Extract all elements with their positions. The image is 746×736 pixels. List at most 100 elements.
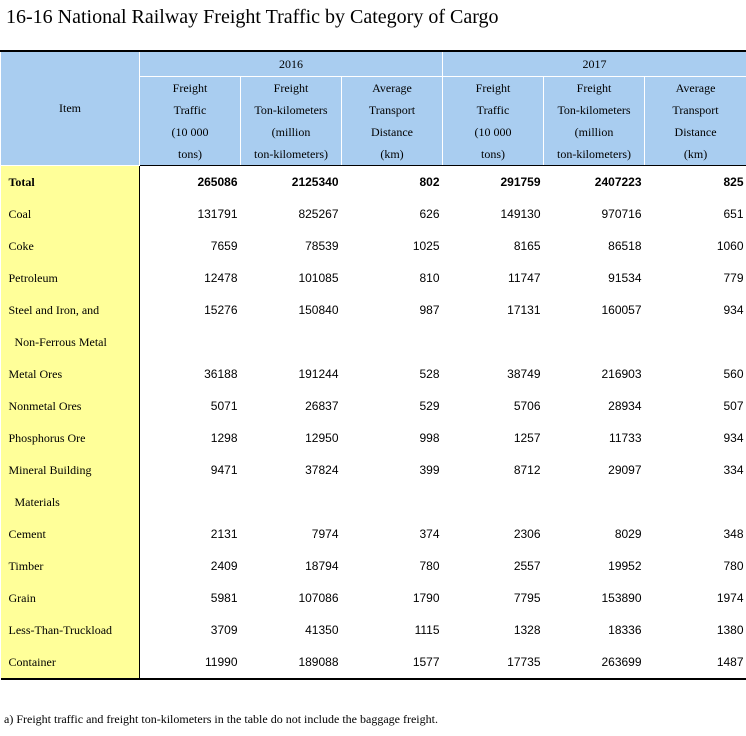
cell-value: 3709: [210, 623, 238, 637]
freight-table: Item 2016 2017 Freight Traffic (10 000 tons…: [0, 50, 746, 680]
cell-value: 2125340: [291, 175, 339, 189]
cell-value: 5981: [210, 591, 238, 605]
cell-value: 934: [723, 303, 744, 317]
cell-value: [645, 486, 746, 518]
cell-value: [342, 326, 443, 358]
cell-value: 802: [419, 175, 440, 189]
cell-value: 153890: [601, 591, 642, 605]
cell-value: 86518: [608, 239, 642, 253]
cell-value: 998: [419, 431, 440, 445]
column-header-line: Transport: [672, 103, 719, 117]
cell-value: 1577: [341, 646, 443, 680]
cell-value: 987: [419, 303, 440, 317]
footnote: a) Freight traffic and freight ton-kilom…: [4, 712, 438, 726]
cell-value: 529: [419, 399, 440, 413]
cell-value: 560: [723, 367, 744, 381]
table-row: Container 11990 189088 1577 17735 263699 1487: [0, 646, 746, 680]
cell-value: [443, 486, 544, 518]
cell-value: 626: [419, 207, 440, 221]
year-header-2016: 2016: [138, 50, 444, 77]
cell-value: 825267: [298, 207, 339, 221]
cell-value: 191244: [298, 367, 339, 381]
cell-value: 12478: [204, 271, 238, 285]
row-item-label: Materials: [0, 486, 140, 518]
column-header-line: Distance: [674, 125, 717, 139]
cell-value: 651: [723, 207, 744, 221]
column-header-freight-ton-km-2017: Freight Ton-kilometers (million ton-kilomet…: [543, 76, 646, 166]
cell-value: 9471: [210, 463, 238, 477]
cell-value: 399: [419, 463, 440, 477]
cell-value: 810: [419, 271, 440, 285]
cell-value: 2306: [513, 527, 541, 541]
row-item-label: Total: [0, 165, 140, 198]
cell-value: [544, 326, 645, 358]
column-header-line: (million: [574, 125, 614, 139]
cell-value: 265086: [197, 175, 238, 189]
row-item-label: Less-Than-Truckload: [0, 614, 140, 646]
cell-value: 5071: [210, 399, 238, 413]
table-row: Grain 5981 107086 1790 7795 153890 1974: [0, 582, 746, 614]
cell-value: 779: [723, 271, 744, 285]
cell-value: 5706: [513, 399, 541, 413]
row-item-label: Phosphorus Ore: [0, 422, 140, 454]
cell-value: 8165: [513, 239, 541, 253]
cell-value: 18794: [305, 559, 339, 573]
cell-value: 131791: [197, 207, 238, 221]
table-row: Timber 2409 18794 780 2557 19952 780: [0, 550, 746, 582]
table-row: Metal Ores 36188 191244 528 38749 216903 560: [0, 358, 746, 390]
cell-value: 12950: [305, 431, 339, 445]
cell-value: 1025: [412, 239, 440, 253]
cell-value: 149130: [500, 207, 541, 221]
cell-value: 1257: [513, 431, 541, 445]
year-header-2017: 2017: [442, 50, 746, 77]
table-row: Coal 131791 825267 626 149130 970716 651: [0, 198, 746, 230]
cell-value: 160057: [601, 303, 642, 317]
cell-value: 2131: [210, 527, 238, 541]
column-header-line: Average: [372, 81, 412, 95]
cell-value: 970716: [601, 207, 642, 221]
cell-value: 37824: [305, 463, 339, 477]
column-header-line: Freight: [273, 81, 309, 95]
cell-value: 334: [723, 463, 744, 477]
row-item-label: Metal Ores: [0, 358, 140, 390]
cell-value: 1115: [414, 623, 440, 637]
column-header-avg-distance-2017: Average Transport Distance (km): [644, 76, 746, 166]
cell-value: 19952: [608, 559, 642, 573]
cell-value: [140, 486, 241, 518]
column-header-line: (10 000: [474, 125, 512, 139]
table-row: Nonmetal Ores 5071 26837 529 5706 28934 507: [0, 390, 746, 422]
cell-value: 1328: [513, 623, 541, 637]
table-row: Total 265086 2125340 802 291759 2407223 825: [0, 165, 746, 198]
cell-value: 8029: [614, 527, 642, 541]
cell-value: 78539: [305, 239, 339, 253]
column-header-line: Ton-kilometers: [254, 103, 328, 117]
cell-value: 11747: [508, 271, 541, 285]
column-header-avg-distance-2016: Average Transport Distance (km): [340, 76, 444, 166]
column-header-line: (million: [271, 125, 311, 139]
table-row: Steel and Iron, and 15276 150840 987 17131 16…: [0, 294, 746, 326]
cell-value: 26837: [305, 399, 339, 413]
row-item-label: Coke: [0, 230, 140, 262]
table-body: Total 265086 2125340 802 291759 2407223 825 Coa…: [0, 165, 746, 680]
column-header-freight-traffic-2016: Freight Traffic (10 000 tons): [139, 76, 241, 166]
cell-value: 15276: [204, 303, 238, 317]
table-row: Petroleum 12478 101085 810 11747 91534 779: [0, 262, 746, 294]
cell-value: 7974: [311, 527, 339, 541]
cell-value: [241, 486, 342, 518]
row-item-label: Mineral Building: [0, 454, 140, 486]
cell-value: [342, 486, 443, 518]
row-item-label: Cement: [0, 518, 140, 550]
cell-value: 2557: [513, 559, 541, 573]
table-row: Non-Ferrous Metal: [0, 326, 746, 358]
page-title: 16-16 National Railway Freight Traffic b…: [6, 6, 499, 28]
column-header-line: (km): [380, 147, 404, 161]
column-header-line: Distance: [371, 125, 413, 139]
cell-value: [443, 326, 544, 358]
cell-value: 348: [723, 527, 744, 541]
cell-value: [241, 326, 342, 358]
cell-value: 825: [723, 175, 744, 189]
row-item-label: Container: [0, 646, 140, 680]
row-item-label: Nonmetal Ores: [0, 390, 140, 422]
column-header-line: Freight: [576, 81, 612, 95]
cell-value: 2407223: [594, 175, 642, 189]
